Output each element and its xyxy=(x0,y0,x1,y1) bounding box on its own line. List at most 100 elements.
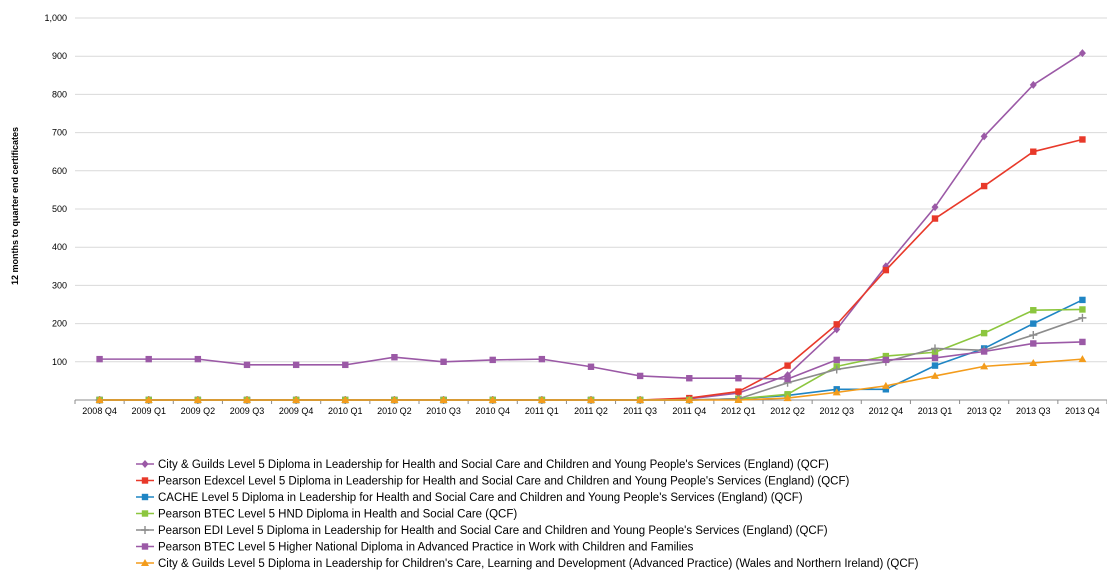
data-point xyxy=(145,355,152,363)
data-point xyxy=(685,396,694,403)
y-tick-label: 500 xyxy=(52,204,67,214)
data-point xyxy=(833,356,840,364)
data-point xyxy=(784,362,791,369)
y-tick-label: 600 xyxy=(52,166,67,176)
legend-item: Pearson BTEC Level 5 HND Diploma in Heal… xyxy=(136,509,517,521)
x-tick-label: 2012 Q1 xyxy=(721,406,756,416)
y-tick-label: 100 xyxy=(52,357,67,367)
x-tick-label: 2013 Q4 xyxy=(1065,406,1100,416)
data-point xyxy=(931,354,939,362)
data-point xyxy=(636,396,645,403)
data-point xyxy=(1030,148,1037,155)
data-point xyxy=(735,375,742,382)
data-point xyxy=(783,394,792,402)
data-point xyxy=(931,371,939,379)
y-tick-label: 200 xyxy=(52,319,67,329)
data-point xyxy=(980,132,988,141)
legend-label: Pearson Edexcel Level 5 Diploma in Leade… xyxy=(158,476,849,488)
legend-item: City & Guilds Level 5 Diploma in Leaders… xyxy=(136,558,919,570)
data-point xyxy=(243,361,251,369)
data-point xyxy=(931,215,939,222)
series-7 xyxy=(95,355,1087,403)
data-point xyxy=(193,396,202,403)
data-point xyxy=(1030,307,1037,314)
data-point xyxy=(832,365,841,374)
legend-item: CACHE Level 5 Diploma in Leadership for … xyxy=(136,492,803,504)
x-tick-label: 2009 Q1 xyxy=(131,406,166,416)
data-point xyxy=(881,381,890,389)
y-axis-label: 12 months to quarter end certificates xyxy=(10,127,20,285)
y-tick-label: 1,000 xyxy=(44,13,67,23)
legend-label: City & Guilds Level 5 Diploma in Leaders… xyxy=(158,558,919,570)
y-tick-label: 400 xyxy=(52,242,67,252)
data-point xyxy=(1079,296,1086,304)
data-point xyxy=(882,266,890,274)
x-tick-label: 2013 Q3 xyxy=(1016,406,1051,416)
x-tick-label: 2012 Q4 xyxy=(869,406,904,416)
data-point xyxy=(1029,331,1038,340)
data-point xyxy=(1029,358,1038,366)
legend-label: City & Guilds Level 5 Diploma in Leaders… xyxy=(158,459,829,471)
data-point xyxy=(882,386,890,393)
x-tick-label: 2012 Q2 xyxy=(770,406,805,416)
legend-item: Pearson BTEC Level 5 Higher National Dip… xyxy=(136,542,694,554)
data-point xyxy=(537,396,546,403)
legend-label: Pearson BTEC Level 5 HND Diploma in Heal… xyxy=(158,509,517,521)
x-tick-label: 2011 Q3 xyxy=(623,406,657,416)
data-point xyxy=(390,396,399,403)
data-point xyxy=(931,362,939,369)
data-point xyxy=(832,388,841,396)
x-tick-label: 2011 Q4 xyxy=(672,406,706,416)
data-point xyxy=(980,182,988,190)
x-tick-label: 2008 Q4 xyxy=(82,406,117,416)
legend-item: Pearson Edexcel Level 5 Diploma in Leade… xyxy=(136,476,849,488)
data-point xyxy=(686,375,693,382)
legend-item: City & Guilds Level 5 Diploma in Leaders… xyxy=(136,459,829,471)
series-4 xyxy=(96,306,1086,404)
x-tick-label: 2010 Q1 xyxy=(328,406,363,416)
legend-label: Pearson BTEC Level 5 Higher National Dip… xyxy=(158,542,694,554)
data-point xyxy=(1078,313,1087,322)
data-point xyxy=(538,355,546,363)
data-point xyxy=(980,362,989,370)
legend-item: Pearson EDI Level 5 Diploma in Leadershi… xyxy=(136,525,828,537)
series-group xyxy=(95,49,1087,404)
legend-marker xyxy=(141,543,149,550)
data-point xyxy=(1078,49,1086,58)
data-point xyxy=(1030,340,1037,347)
data-point xyxy=(636,372,644,380)
legend-marker xyxy=(141,510,149,517)
data-point xyxy=(882,352,890,360)
data-point xyxy=(439,396,448,403)
legend-label: CACHE Level 5 Diploma in Leadership for … xyxy=(158,492,803,504)
x-tick-label: 2010 Q2 xyxy=(377,406,412,416)
data-point xyxy=(391,354,398,361)
y-tick-label: 800 xyxy=(52,89,67,99)
data-point xyxy=(1078,355,1087,363)
data-point xyxy=(1079,306,1086,313)
data-point xyxy=(489,356,496,364)
x-tick-label: 2009 Q2 xyxy=(181,406,216,416)
data-point xyxy=(440,358,447,365)
data-point xyxy=(587,396,595,403)
x-tick-label: 2013 Q2 xyxy=(967,406,1002,416)
x-tick-label: 2009 Q3 xyxy=(230,406,265,416)
data-point xyxy=(292,361,300,369)
data-point xyxy=(243,396,251,403)
legend-marker xyxy=(141,526,149,534)
y-axis-ticks: 100 200 300 400 500 600 700 800 900 1,000 xyxy=(44,13,67,367)
gridlines xyxy=(75,17,1107,363)
y-tick-label: 900 xyxy=(52,51,67,61)
data-point xyxy=(488,396,497,403)
data-point xyxy=(735,388,742,395)
data-point xyxy=(931,344,939,353)
data-point xyxy=(144,396,153,403)
data-point xyxy=(833,321,840,328)
data-point xyxy=(587,363,595,370)
data-point xyxy=(1079,136,1086,143)
data-point xyxy=(95,396,104,403)
x-tick-label: 2010 Q3 xyxy=(426,406,461,416)
data-point xyxy=(980,329,988,337)
legend-marker xyxy=(141,460,149,468)
series-6 xyxy=(96,338,1086,383)
